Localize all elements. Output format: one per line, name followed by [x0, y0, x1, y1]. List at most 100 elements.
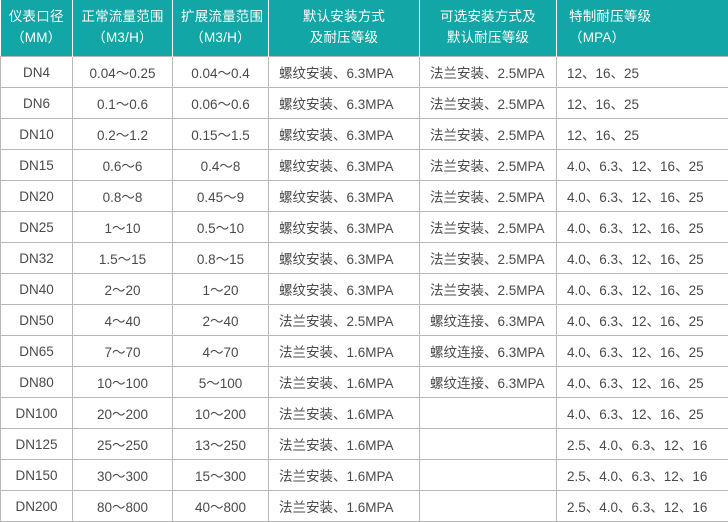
column-header-line: （M3/H） [81, 28, 164, 49]
cell-diameter: DN150 [1, 460, 73, 491]
cell-special-pressure-rating: 12、16、25 [557, 88, 728, 119]
cell-special-pressure-rating: 2.5、4.0、6.3、12、16 [557, 429, 728, 460]
cell-default-installation: 法兰安装、1.6MPA [269, 491, 420, 522]
cell-special-pressure-rating: 4.0、6.3、12、16、25 [557, 336, 728, 367]
cell-extended-flow: 0.4～8 [173, 150, 269, 181]
cell-special-pressure-rating: 4.0、6.3、12、16、25 [557, 212, 728, 243]
cell-extended-flow: 15～300 [173, 460, 269, 491]
cell-normal-flow: 0.04～0.25 [73, 57, 173, 88]
cell-default-installation: 螺纹安装、6.3MPA [269, 88, 420, 119]
cell-diameter: DN4 [1, 57, 73, 88]
cell-diameter: DN6 [1, 88, 73, 119]
column-header-special-pressure-rating: 特制耐压等级（MPA） [557, 0, 728, 57]
cell-extended-flow: 0.04～0.4 [173, 57, 269, 88]
cell-default-installation: 法兰安装、1.6MPA [269, 429, 420, 460]
cell-optional-installation: 法兰安装、2.5MPA [420, 150, 557, 181]
cell-diameter: DN32 [1, 243, 73, 274]
table-header: 仪表口径（MM）正常流量范围（M3/H）扩展流量范围（M3/H）默认安装方式及耐… [1, 0, 728, 57]
cell-normal-flow: 20～200 [73, 398, 173, 429]
cell-extended-flow: 5～100 [173, 367, 269, 398]
cell-optional-installation: 法兰安装、2.5MPA [420, 88, 557, 119]
cell-default-installation: 法兰安装、2.5MPA [269, 305, 420, 336]
column-header-meter-diameter: 仪表口径（MM） [1, 0, 73, 57]
cell-diameter: DN80 [1, 367, 73, 398]
cell-optional-installation: 螺纹连接、6.3MPA [420, 336, 557, 367]
column-header-normal-flow-range: 正常流量范围（M3/H） [73, 0, 173, 57]
column-header-extended-flow-range: 扩展流量范围（M3/H） [173, 0, 269, 57]
column-header-optional-installation: 可选安装方式及默认耐压等级 [420, 0, 557, 57]
cell-special-pressure-rating: 4.0、6.3、12、16、25 [557, 398, 728, 429]
cell-special-pressure-rating: 4.0、6.3、12、16、25 [557, 150, 728, 181]
column-header-line: 特制耐压等级 [569, 7, 721, 28]
cell-extended-flow: 40～800 [173, 491, 269, 522]
cell-extended-flow: 0.5～10 [173, 212, 269, 243]
cell-optional-installation: 螺纹连接、6.3MPA [420, 305, 557, 336]
cell-default-installation: 法兰安装、1.6MPA [269, 398, 420, 429]
cell-optional-installation [420, 429, 557, 460]
cell-diameter: DN100 [1, 398, 73, 429]
cell-diameter: DN200 [1, 491, 73, 522]
cell-special-pressure-rating: 4.0、6.3、12、16、25 [557, 243, 728, 274]
cell-normal-flow: 10～100 [73, 367, 173, 398]
cell-default-installation: 法兰安装、1.6MPA [269, 460, 420, 491]
cell-default-installation: 螺纹安装、6.3MPA [269, 119, 420, 150]
cell-optional-installation: 法兰安装、2.5MPA [420, 119, 557, 150]
cell-normal-flow: 2～20 [73, 274, 173, 305]
cell-optional-installation: 法兰安装、2.5MPA [420, 57, 557, 88]
cell-default-installation: 螺纹安装、6.3MPA [269, 212, 420, 243]
column-header-line: 默认耐压等级 [428, 28, 548, 49]
cell-optional-installation: 法兰安装、2.5MPA [420, 212, 557, 243]
cell-diameter: DN15 [1, 150, 73, 181]
cell-normal-flow: 0.6～6 [73, 150, 173, 181]
cell-diameter: DN40 [1, 274, 73, 305]
column-header-line: 仪表口径 [9, 7, 65, 28]
cell-special-pressure-rating: 4.0、6.3、12、16、25 [557, 181, 728, 212]
cell-default-installation: 螺纹安装、6.3MPA [269, 150, 420, 181]
cell-default-installation: 螺纹安装、6.3MPA [269, 57, 420, 88]
cell-normal-flow: 1～10 [73, 212, 173, 243]
cell-extended-flow: 0.45～9 [173, 181, 269, 212]
column-header-line: 正常流量范围 [81, 7, 164, 28]
cell-optional-installation: 法兰安装、2.5MPA [420, 181, 557, 212]
column-header-default-installation: 默认安装方式及耐压等级 [269, 0, 420, 57]
cell-diameter: DN25 [1, 212, 73, 243]
cell-default-installation: 法兰安装、1.6MPA [269, 336, 420, 367]
cell-extended-flow: 1～20 [173, 274, 269, 305]
cell-special-pressure-rating: 2.5、4.0、6.3、12、16 [557, 460, 728, 491]
column-header-line: （MM） [9, 28, 65, 49]
column-header-line: （MPA） [569, 28, 721, 49]
cell-optional-installation [420, 398, 557, 429]
cell-optional-installation [420, 460, 557, 491]
column-header-line: 可选安装方式及 [428, 7, 548, 28]
cell-special-pressure-rating: 12、16、25 [557, 119, 728, 150]
cell-default-installation: 螺纹安装、6.3MPA [269, 243, 420, 274]
cell-normal-flow: 0.8～8 [73, 181, 173, 212]
cell-extended-flow: 13～250 [173, 429, 269, 460]
cell-extended-flow: 0.06～0.6 [173, 88, 269, 119]
cell-special-pressure-rating: 4.0、6.3、12、16、25 [557, 305, 728, 336]
cell-default-installation: 螺纹安装、6.3MPA [269, 181, 420, 212]
cell-special-pressure-rating: 12、16、25 [557, 57, 728, 88]
table-header-row: 仪表口径（MM）正常流量范围（M3/H）扩展流量范围（M3/H）默认安装方式及耐… [1, 0, 728, 57]
cell-default-installation: 螺纹安装、6.3MPA [269, 274, 420, 305]
cell-extended-flow: 10～200 [173, 398, 269, 429]
cell-normal-flow: 80～800 [73, 491, 173, 522]
cell-extended-flow: 4～70 [173, 336, 269, 367]
cell-extended-flow: 0.8～15 [173, 243, 269, 274]
cell-special-pressure-rating: 2.5、4.0、6.3、12、16 [557, 491, 728, 522]
cell-diameter: DN125 [1, 429, 73, 460]
cell-extended-flow: 0.15～1.5 [173, 119, 269, 150]
cell-normal-flow: 7～70 [73, 336, 173, 367]
